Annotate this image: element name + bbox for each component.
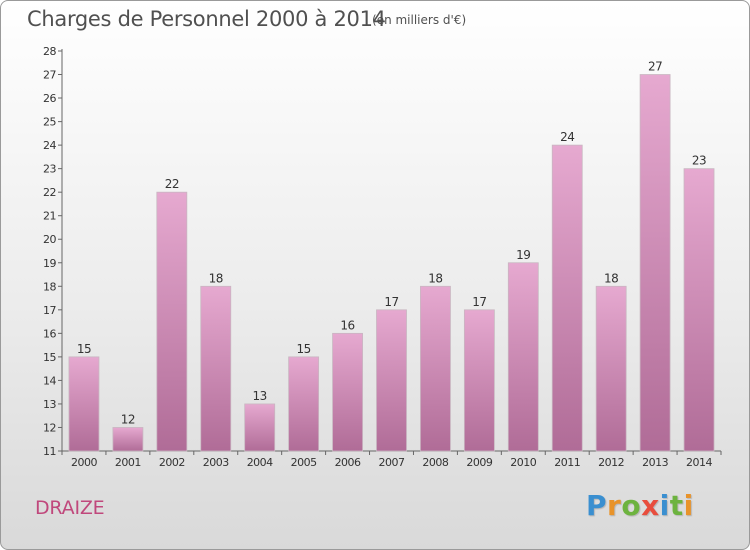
chart-title: Charges de Personnel 2000 à 2014 (27, 7, 386, 31)
x-axis: 2000 2001 2002 2003 2004 2005 2006 2007 2008 2009… (61, 450, 722, 469)
logo-letter: o (621, 489, 642, 522)
y-tick-label: 21 (43, 210, 56, 223)
bar (288, 356, 320, 452)
x-tick-label: 2001 (115, 456, 141, 469)
x-tick-label: 2014 (686, 456, 712, 469)
y-tick-label: 28 (43, 45, 56, 58)
y-tick-label: 25 (43, 116, 56, 129)
y-tick-label: 13 (43, 398, 56, 411)
y-tick-label: 22 (43, 186, 56, 199)
bar-value-label: 17 (472, 295, 486, 309)
bar-value-label: 16 (340, 318, 354, 332)
x-tick-label: 2008 (422, 456, 448, 469)
x-tick-label: 2013 (642, 456, 668, 469)
y-axis: 11 12 13 14 15 16 17 18 19 20 21 22 23 24 25 26 27 28 (43, 45, 63, 458)
bar-value-label: 15 (296, 342, 310, 356)
x-tick-label: 2002 (159, 456, 185, 469)
y-tick-label: 12 (43, 421, 56, 434)
bar (595, 285, 627, 452)
bar-value-label: 18 (428, 271, 442, 285)
bar-value-label: 23 (692, 154, 706, 168)
bar (244, 403, 276, 452)
bar-value-label: 18 (604, 271, 618, 285)
bar (68, 356, 100, 452)
bar-value-label: 17 (384, 295, 398, 309)
y-tick-label: 16 (43, 327, 56, 340)
bar-value-label: 13 (253, 389, 267, 403)
x-tick-label: 2006 (335, 456, 361, 469)
y-tick-label: 27 (43, 69, 56, 82)
x-tick-label: 2005 (291, 456, 317, 469)
x-tick-label: 2000 (71, 456, 97, 469)
bar-value-label: 24 (560, 130, 574, 144)
bar (112, 427, 144, 452)
x-tick-label: 2012 (598, 456, 624, 469)
bars-group (68, 74, 715, 452)
y-tick-label: 19 (43, 257, 56, 270)
x-tick-label: 2009 (466, 456, 492, 469)
y-tick-label: 17 (43, 304, 56, 317)
x-tick-label: 2007 (379, 456, 405, 469)
x-tick-label: 2003 (203, 456, 229, 469)
bar-value-label: 15 (77, 342, 91, 356)
bar (639, 74, 671, 452)
bar (200, 285, 232, 452)
commune-name: DRAIZE (35, 497, 105, 519)
y-tick-label: 24 (43, 139, 56, 152)
y-tick-label: 26 (43, 92, 56, 105)
y-tick-label: 20 (43, 233, 56, 246)
data-labels-group: 15 12 22 18 13 15 16 17 18 17 19 24 18 27 23 (77, 60, 707, 427)
y-tick-label: 18 (43, 280, 56, 293)
bar-value-label: 27 (648, 60, 662, 74)
bar-value-label: 22 (165, 177, 179, 191)
y-tick-label: 15 (43, 351, 56, 364)
proxiti-logo[interactable]: Proxiti (586, 489, 694, 522)
x-tick-label: 2004 (247, 456, 273, 469)
logo-letter: t (669, 489, 684, 522)
bar (376, 309, 407, 452)
bar-value-label: 19 (516, 248, 530, 262)
x-tick-label: 2011 (554, 456, 580, 469)
logo-letter: x (641, 489, 660, 522)
y-tick-label: 11 (43, 445, 56, 458)
bar (551, 144, 583, 452)
chart-subtitle: (en milliers d'€) (372, 13, 467, 27)
bar (420, 285, 451, 452)
bar (507, 262, 539, 452)
bar (463, 309, 495, 452)
bar (332, 332, 363, 452)
bar (156, 191, 188, 452)
logo-letter: r (607, 489, 622, 522)
bar-value-label: 12 (121, 412, 135, 426)
y-tick-label: 14 (43, 374, 56, 387)
logo-letter: P (586, 489, 608, 522)
bar-value-label: 18 (209, 271, 223, 285)
bar (683, 168, 715, 452)
logo-letter: i (683, 489, 694, 522)
logo-letter: i (659, 489, 670, 522)
x-tick-label: 2010 (510, 456, 536, 469)
y-tick-label: 23 (43, 163, 56, 176)
